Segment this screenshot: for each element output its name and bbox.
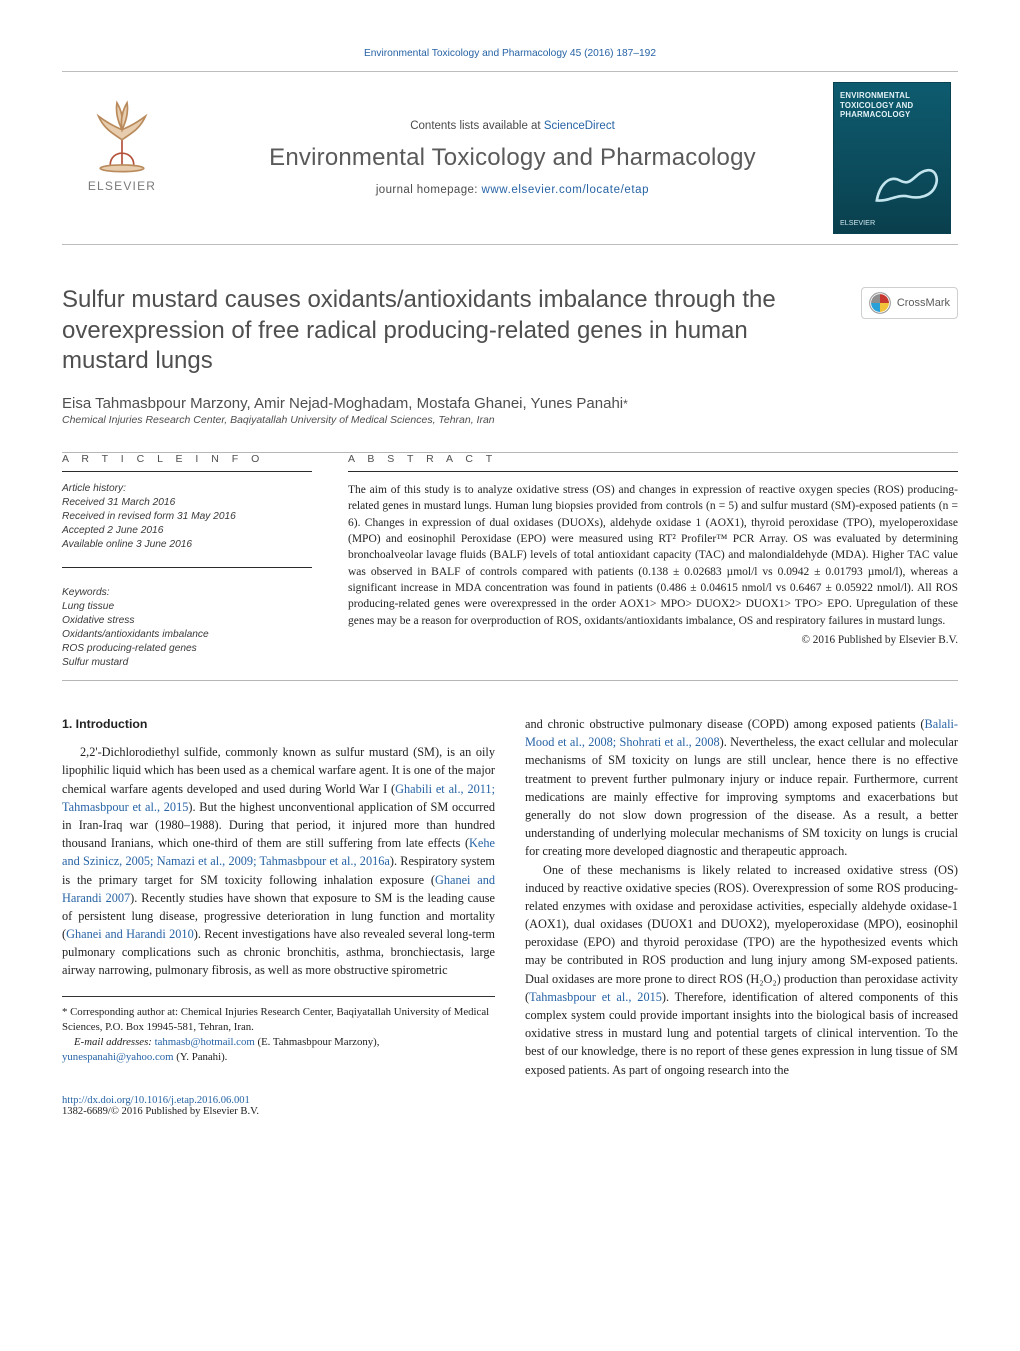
elsevier-tree-icon [80,91,164,175]
abstract-label: a b s t r a c t [348,453,958,465]
history-accepted: Accepted 2 June 2016 [62,524,312,538]
contents-prefix: Contents lists available at [410,120,544,132]
homepage-prefix: journal homepage: [376,184,482,196]
keywords-label: Keywords: [62,586,312,600]
abstract-rule [348,471,958,472]
running-head: Environmental Toxicology and Pharmacolog… [62,48,958,59]
keyword-item: Sulfur mustard [62,656,312,670]
keywords-rule [62,567,312,568]
abstract-body: The aim of this study is to analyze oxid… [348,484,958,627]
body-two-columns: 1. Introduction 2,2'-Dichlorodiethyl sul… [62,715,958,1079]
keywords: Keywords: Lung tissue Oxidative stress O… [62,586,312,670]
email-label: E-mail addresses: [74,1036,152,1048]
doi-link[interactable]: http://dx.doi.org/10.1016/j.etap.2016.06… [62,1095,250,1106]
journal-name: Environmental Toxicology and Pharmacolog… [218,144,807,172]
body-paragraph: One of these mechanisms is likely relate… [525,861,958,1079]
journal-header-center: Contents lists available at ScienceDirec… [208,82,817,234]
cover-title-line: TOXICOLOGY AND [840,101,944,111]
history-revised: Received in revised form 31 May 2016 [62,510,312,524]
running-head-link[interactable]: Environmental Toxicology and Pharmacolog… [364,48,656,59]
footnotes: * Corresponding author at: Chemical Inju… [62,996,495,1065]
elsevier-wordmark: ELSEVIER [88,179,156,193]
cover-publisher: ELSEVIER [840,218,875,227]
history-label: Article history: [62,482,312,496]
cover-art-icon [872,161,942,207]
rule-below-abstract [62,680,958,681]
citation-link[interactable]: Tahmasbpour et al., 2015 [529,990,662,1004]
cover-title-line: ENVIRONMENTAL [840,91,944,101]
email-name: (Y. Panahi). [174,1051,228,1063]
contents-available-line: Contents lists available at ScienceDirec… [218,120,807,132]
keyword-item: Lung tissue [62,600,312,614]
authors-names: Eisa Tahmasbpour Marzony, Amir Nejad-Mog… [62,395,623,412]
journal-homepage-link[interactable]: www.elsevier.com/locate/etap [482,184,650,196]
issn-copyright: 1382-6689/© 2016 Published by Elsevier B… [62,1106,259,1117]
elsevier-logo: ELSEVIER [62,82,182,202]
body-text: One of these mechanisms is likely relate… [525,863,958,1004]
body-text: and chronic obstructive pulmonary diseas… [525,717,925,731]
article-info-label: a r t i c l e i n f o [62,453,312,465]
page-footer: http://dx.doi.org/10.1016/j.etap.2016.06… [62,1095,958,1117]
affiliation: Chemical Injuries Research Center, Baqiy… [62,414,958,426]
body-paragraph: and chronic obstructive pulmonary diseas… [525,715,958,861]
crossmark-badge[interactable]: CrossMark [861,287,958,319]
cover-title-line: PHARMACOLOGY [840,110,944,120]
doi-block: http://dx.doi.org/10.1016/j.etap.2016.06… [62,1095,259,1117]
abstract-copyright: © 2016 Published by Elsevier B.V. [348,633,958,649]
authors-line: Eisa Tahmasbpour Marzony, Amir Nejad-Mog… [62,395,958,412]
abstract-text: The aim of this study is to analyze oxid… [348,482,958,649]
email-link[interactable]: yunespanahi@yahoo.com [62,1051,174,1063]
keyword-item: Oxidative stress [62,614,312,628]
info-abstract-row: a r t i c l e i n f o Article history: R… [62,453,958,670]
body-paragraph: 2,2'-Dichlorodiethyl sulfide, commonly k… [62,743,495,979]
crossmark-icon [869,292,891,314]
article-info-rule [62,471,312,472]
title-block: Sulfur mustard causes oxidants/antioxida… [62,285,958,377]
abstract-col: a b s t r a c t The aim of this study is… [348,453,958,670]
journal-homepage-line: journal homepage: www.elsevier.com/locat… [218,184,807,196]
keyword-item: ROS producing-related genes [62,642,312,656]
citation-link[interactable]: Ghanei and Harandi 2010 [66,927,194,941]
journal-header: ELSEVIER Contents lists available at Sci… [62,71,958,245]
journal-cover-thumb: ENVIRONMENTAL TOXICOLOGY AND PHARMACOLOG… [833,82,951,234]
article-history: Article history: Received 31 March 2016 … [62,482,312,552]
history-online: Available online 3 June 2016 [62,538,312,552]
sciencedirect-link[interactable]: ScienceDirect [544,120,615,132]
keyword-item: Oxidants/antioxidants imbalance [62,628,312,642]
article-info-col: a r t i c l e i n f o Article history: R… [62,453,312,670]
corr-author-marker: * [623,397,628,411]
article-title: Sulfur mustard causes oxidants/antioxida… [62,285,822,377]
body-text: ). Nevertheless, the exact cellular and … [525,735,958,858]
section-heading-intro: 1. Introduction [62,715,495,733]
crossmark-label: CrossMark [897,297,950,309]
email-link[interactable]: tahmasb@hotmail.com [155,1036,255,1048]
corr-author-note: Corresponding author at: Chemical Injuri… [62,1006,489,1033]
history-received: Received 31 March 2016 [62,496,312,510]
email-name: (E. Tahmasbpour Marzony), [255,1036,380,1048]
corr-marker: * [62,1006,67,1018]
